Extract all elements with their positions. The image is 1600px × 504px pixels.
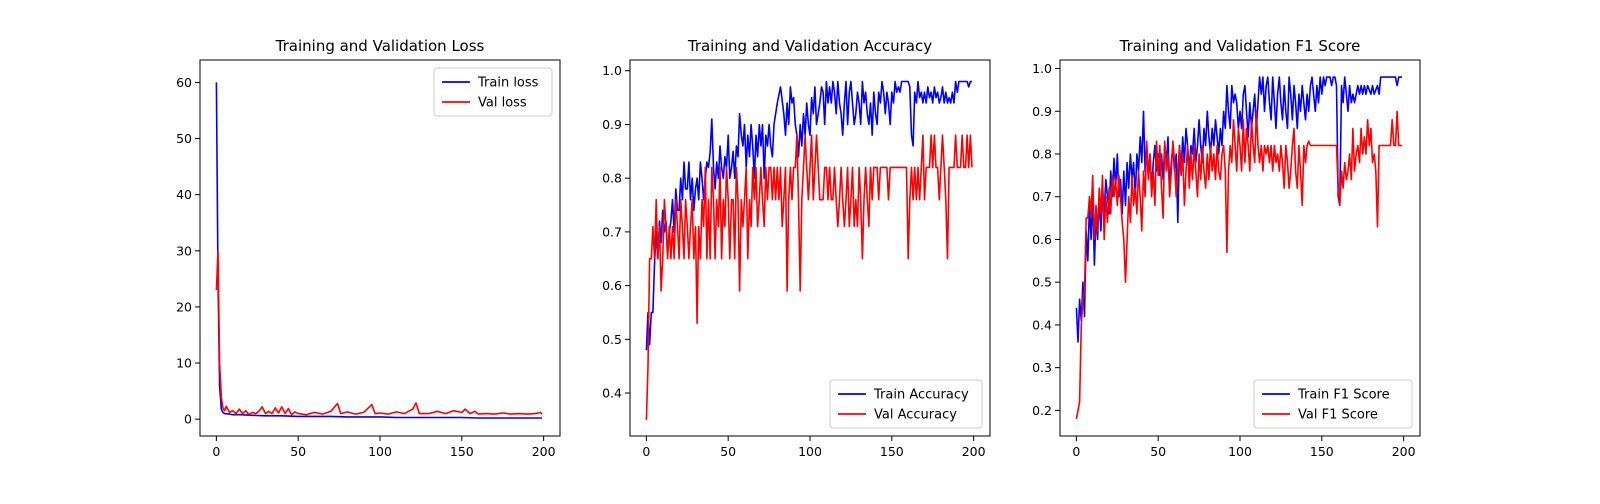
y-tick-label: 0.9 (1032, 104, 1052, 119)
y-tick-label: 0.9 (602, 117, 622, 132)
legend: Train F1 Score Val F1 Score (1253, 379, 1413, 429)
legend-label: Train loss (477, 76, 539, 91)
series-line-val-f1-score (1075, 110, 1402, 420)
y-tick-label: 10 (176, 356, 192, 371)
y-tick-label: 0 (184, 412, 192, 427)
y-tick-label: 0.6 (1032, 232, 1052, 247)
y-tick-label: 0.2 (1032, 403, 1052, 418)
series-line-train-accuracy (645, 80, 972, 351)
series-line-val-accuracy (645, 134, 973, 420)
legend-label: Train F1 Score (1297, 388, 1390, 403)
x-tick-label: 50 (720, 444, 736, 459)
x-tick-label: 50 (1150, 444, 1166, 459)
x-tick-label: 100 (1228, 444, 1252, 459)
chart-panel-2: Training and Validation Accuracy 0 50 100 15… (602, 37, 991, 459)
y-tick-label: 0.6 (602, 278, 622, 293)
y-tick-label: 0.8 (602, 171, 622, 186)
y-tick-label: 30 (176, 243, 192, 258)
y-tick-label: 1.0 (602, 63, 622, 78)
y-tick-label: 0.3 (1032, 360, 1052, 375)
x-tick-label: 50 (290, 444, 306, 459)
x-tick-label: 150 (450, 444, 474, 459)
y-tick-label: 0.7 (602, 224, 622, 239)
x-tick-label: 200 (962, 444, 986, 459)
legend-label: Train Accuracy (873, 388, 969, 403)
x-tick-label: 0 (212, 444, 220, 459)
series-line-train-f1-score (1075, 76, 1402, 343)
legend: Train loss Val loss (433, 67, 553, 117)
x-tick-label: 0 (642, 444, 650, 459)
y-tick-label: 0.5 (1032, 275, 1052, 290)
x-tick-label: 100 (798, 444, 822, 459)
legend-box (1253, 379, 1413, 429)
y-tick-label: 0.8 (1032, 147, 1052, 162)
y-tick-label: 40 (176, 187, 192, 202)
legend-label: Val loss (478, 96, 527, 111)
chart-panel-3: Training and Validation F1 Score 0 50 100 15… (1032, 37, 1421, 459)
y-tick-label: 0.7 (1032, 189, 1052, 204)
x-tick-label: 200 (532, 444, 556, 459)
legend: Train Accuracy Val Accuracy (829, 379, 983, 429)
legend-box (433, 67, 553, 117)
y-tick-label: 60 (176, 75, 192, 90)
x-tick-label: 200 (1392, 444, 1416, 459)
legend-label: Val F1 Score (1298, 408, 1378, 423)
y-tick-label: 0.4 (1032, 317, 1052, 332)
series-line-val-loss (215, 250, 543, 416)
series-line-train-loss (215, 82, 542, 419)
x-tick-label: 0 (1072, 444, 1080, 459)
chart-title: Training and Validation Loss (275, 37, 485, 55)
x-tick-label: 150 (1310, 444, 1334, 459)
legend-label: Val Accuracy (874, 408, 957, 423)
legend-box (829, 379, 983, 429)
y-tick-label: 0.4 (602, 386, 622, 401)
y-tick-label: 50 (176, 131, 192, 146)
x-tick-label: 100 (368, 444, 392, 459)
y-tick-label: 1.0 (1032, 61, 1052, 76)
y-tick-label: 0.5 (602, 332, 622, 347)
y-tick-label: 20 (176, 299, 192, 314)
chart-title: Training and Validation F1 Score (1119, 37, 1361, 55)
chart-title: Training and Validation Accuracy (687, 37, 932, 55)
x-tick-label: 150 (880, 444, 904, 459)
